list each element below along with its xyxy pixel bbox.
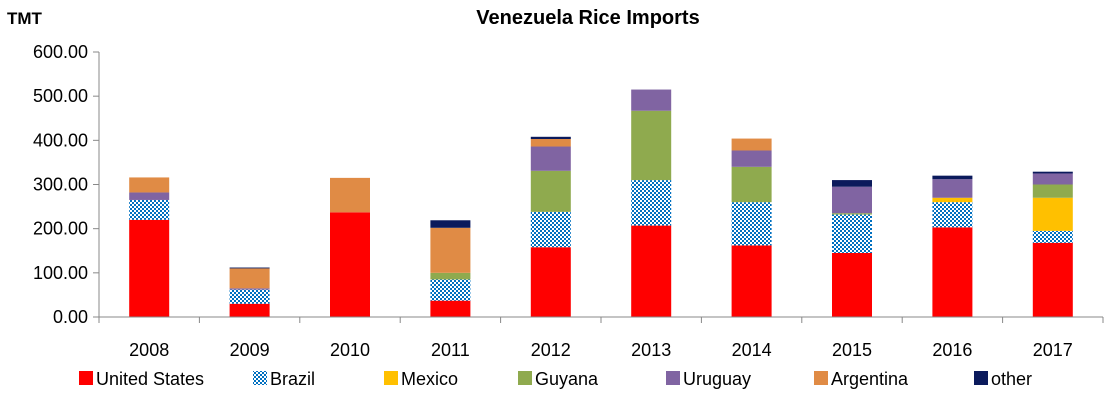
legend-swatch-united-states [79, 371, 93, 385]
x-tick-label: 2009 [230, 340, 270, 360]
x-tick-label: 2016 [932, 340, 972, 360]
bar-segment-united-states-2014 [731, 245, 772, 317]
legend-swatch-brazil [253, 371, 267, 385]
bar-segment-other-2015 [832, 180, 872, 187]
y-tick-label: 400.00 [33, 130, 88, 150]
bar-segment-brazil-2009 [229, 289, 270, 304]
bar-segment-other-2016 [932, 175, 973, 180]
legend-label-brazil: Brazil [270, 369, 315, 389]
bar-segment-united-states-2008 [129, 219, 170, 317]
bar-segment-other-2012 [530, 136, 571, 140]
x-tick-label: 2008 [129, 340, 169, 360]
bar-segment-brazil-2015 [832, 214, 872, 253]
legend-swatch-argentina [814, 371, 828, 385]
x-tick-label: 2013 [631, 340, 671, 360]
x-tick-label: 2010 [330, 340, 370, 360]
bar-segment-guyana-2013 [631, 110, 672, 181]
bar-segment-argentina-2008 [129, 177, 170, 193]
bar-segment-uruguay-2016 [932, 179, 973, 198]
bar-segment-brazil-2014 [731, 202, 772, 246]
bar-segment-uruguay-2014 [731, 150, 772, 167]
bar-segment-united-states-2010 [330, 212, 370, 317]
chart-title: Venezuela Rice Imports [476, 7, 699, 29]
bar-segment-argentina-2012 [530, 139, 571, 147]
bar-segment-guyana-2012 [530, 170, 571, 212]
bar-segment-brazil-2016 [932, 202, 973, 228]
bar-segment-argentina-2010 [330, 177, 370, 213]
y-unit-label: TMT [7, 9, 43, 28]
legend-label-other: other [991, 369, 1032, 389]
y-tick-label: 100.00 [33, 263, 88, 283]
bar-segment-uruguay-2017 [1032, 173, 1073, 185]
bar-segment-guyana-2015 [832, 213, 872, 215]
bar-segment-united-states-2013 [631, 225, 672, 317]
bar-segment-other-2009 [229, 267, 270, 269]
x-tick-label: 2011 [431, 340, 470, 360]
bar-segment-uruguay-2012 [530, 146, 571, 171]
bar-segment-brazil-2013 [631, 180, 672, 226]
bar-segment-other-2011 [430, 220, 471, 228]
bar-segment-guyana-2011 [430, 272, 471, 280]
y-tick-label: 500.00 [33, 86, 88, 106]
legend-label-argentina: Argentina [831, 369, 909, 389]
bar-segment-brazil-2017 [1032, 230, 1073, 243]
bar-segment-other-2017 [1032, 171, 1073, 174]
legend-swatch-other [974, 371, 988, 385]
bar-segment-guyana-2014 [731, 166, 772, 203]
bar-segment-uruguay-2015 [832, 186, 872, 214]
bar-segment-united-states-2012 [530, 247, 571, 317]
bar-segment-argentina-2014 [731, 138, 772, 151]
bar-segment-united-states-2015 [832, 252, 872, 317]
bar-segment-argentina-2011 [430, 227, 471, 273]
x-tick-label: 2017 [1033, 340, 1073, 360]
legend-label-uruguay: Uruguay [683, 369, 751, 389]
bar-segment-guyana-2017 [1032, 184, 1073, 198]
legend-label-mexico: Mexico [401, 369, 458, 389]
legend-swatch-guyana [518, 371, 532, 385]
y-tick-label: 200.00 [33, 219, 88, 239]
bar-segment-brazil-2012 [530, 211, 571, 248]
x-tick-label: 2014 [732, 340, 772, 360]
legend-swatch-uruguay [666, 371, 680, 385]
y-tick-label: 300.00 [33, 175, 88, 195]
bar-segment-united-states-2011 [430, 300, 471, 317]
bar-segment-united-states-2009 [229, 303, 270, 317]
y-tick-label: 0.00 [53, 307, 88, 327]
bar-segment-united-states-2016 [932, 227, 973, 317]
bar-segment-brazil-2008 [129, 199, 170, 220]
bar-segment-united-states-2017 [1032, 242, 1073, 317]
bar-segment-mexico-2017 [1032, 197, 1073, 231]
y-tick-label: 600.00 [33, 42, 88, 62]
bar-segment-uruguay-2009 [229, 288, 270, 290]
legend-label-united-states: United States [96, 369, 204, 389]
bar-segment-brazil-2011 [430, 279, 471, 301]
legend-label-guyana: Guyana [535, 369, 599, 389]
bar-segment-uruguay-2008 [129, 192, 170, 200]
bar-segment-argentina-2009 [229, 268, 270, 289]
x-tick-label: 2012 [531, 340, 571, 360]
bar-segment-uruguay-2013 [631, 89, 672, 111]
x-tick-label: 2015 [832, 340, 872, 360]
bar-segment-mexico-2016 [932, 197, 973, 203]
legend-swatch-mexico [384, 371, 398, 385]
